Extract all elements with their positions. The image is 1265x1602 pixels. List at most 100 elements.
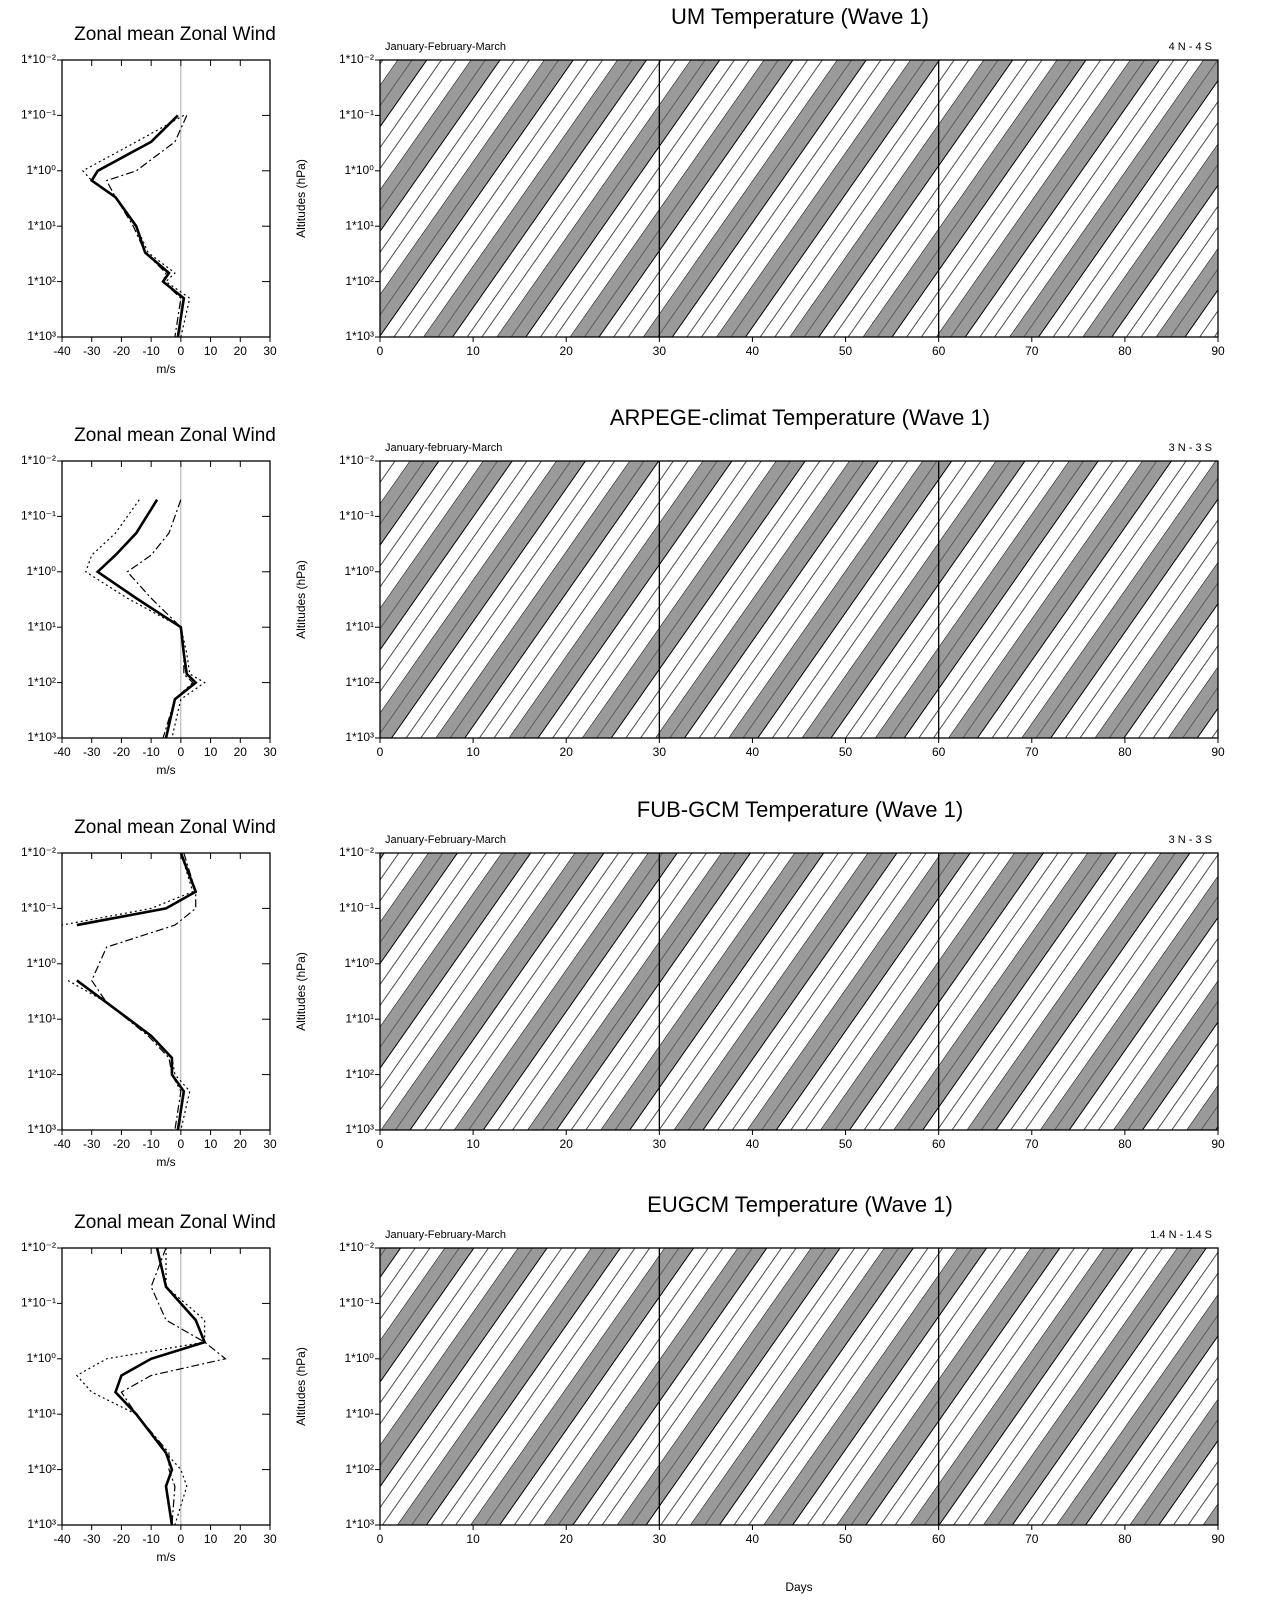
- x-tick-label: 60: [932, 1137, 946, 1151]
- y-tick-label: 1*10³: [27, 1517, 56, 1531]
- x-tick-label: 30: [263, 745, 277, 759]
- wind-profile: [105, 115, 188, 338]
- x-tick-label: 20: [234, 344, 248, 358]
- y-tick-label: 1*10⁰: [344, 163, 374, 177]
- x-tick-label: -30: [83, 344, 101, 358]
- contour-shading: [380, 853, 1218, 1130]
- y-tick-label: 1*10⁻²: [21, 1240, 56, 1254]
- x-tick-label: 0: [178, 1137, 185, 1151]
- x-tick-label: 40: [746, 1532, 760, 1546]
- x-tick-label: -40: [53, 745, 71, 759]
- x-tick-label: 20: [560, 344, 574, 358]
- contour-shading: [380, 60, 1218, 337]
- x-tick-label: 10: [466, 745, 480, 759]
- y-tick-label: 1*10³: [27, 329, 56, 343]
- x-tick-label: 10: [204, 1137, 218, 1151]
- chart-title: UM Temperature (Wave 1): [671, 4, 929, 29]
- chart-title: Zonal mean Zonal Wind: [74, 425, 276, 446]
- y-tick-label: 1*10¹: [27, 619, 56, 633]
- x-tick-label: 30: [653, 1532, 667, 1546]
- x-tick-label: 30: [653, 745, 667, 759]
- chart-title: EUGCM Temperature (Wave 1): [647, 1192, 953, 1217]
- x-tick-label: 80: [1118, 1137, 1132, 1151]
- x-tick-label: 90: [1211, 1532, 1225, 1546]
- y-tick-label: 1*10⁰: [26, 1351, 56, 1365]
- x-tick-label: 10: [204, 344, 218, 358]
- x-tick-label: 90: [1211, 1137, 1225, 1151]
- x-tick-label: 20: [234, 1137, 248, 1151]
- y-tick-label: 1*10⁻¹: [339, 901, 374, 915]
- y-tick-label: 1*10⁻¹: [21, 901, 56, 915]
- plot-frame: [379, 852, 1219, 1131]
- x-tick-label: 0: [178, 745, 185, 759]
- y-tick-label: 1*10¹: [27, 1011, 56, 1025]
- x-tick-label: -10: [142, 1532, 160, 1546]
- y-tick-label: 1*10¹: [345, 619, 374, 633]
- y-tick-label: 1*10⁻²: [339, 52, 374, 66]
- period-label: January-February-March: [385, 834, 506, 846]
- y-tick-label: 1*10⁻²: [339, 845, 374, 859]
- y-axis-label: Altitudes (hPa): [294, 560, 308, 639]
- x-tick-label: 30: [263, 1137, 277, 1151]
- contour-shading: [380, 461, 1218, 738]
- y-tick-label: 1*10³: [345, 1122, 374, 1136]
- x-tick-label: 70: [1025, 344, 1039, 358]
- y-tick-label: 1*10³: [345, 329, 374, 343]
- x-tick-label: 20: [560, 1532, 574, 1546]
- x-tick-label: 30: [653, 344, 667, 358]
- region-label: 1.4 N - 1.4 S: [1150, 1229, 1212, 1241]
- period-label: January-February-March: [385, 1229, 506, 1241]
- y-tick-label: 1*10³: [345, 730, 374, 744]
- y-tick-label: 1*10²: [345, 675, 374, 689]
- x-tick-label: 50: [839, 1532, 853, 1546]
- x-tick-label: 80: [1118, 745, 1132, 759]
- x-tick-label: 80: [1118, 344, 1132, 358]
- x-tick-label: -20: [113, 1137, 131, 1151]
- x-tick-label: -30: [83, 1532, 101, 1546]
- y-tick-label: 1*10³: [27, 730, 56, 744]
- plot-frame: [379, 460, 1219, 739]
- y-axis-label: Altitudes (hPa): [294, 952, 308, 1031]
- y-axis-label: Altitudes (hPa): [294, 159, 308, 238]
- x-tick-label: 0: [377, 745, 384, 759]
- region-label: 3 N - 3 S: [1169, 834, 1212, 846]
- wind-profile: [91, 852, 197, 1131]
- x-tick-label: 20: [234, 1532, 248, 1546]
- x-tick-label: 20: [560, 1137, 574, 1151]
- x-tick-label: -20: [113, 745, 131, 759]
- x-tick-label: 60: [932, 1532, 946, 1546]
- chart-title: Zonal mean Zonal Wind: [74, 24, 276, 45]
- y-tick-label: 1*10²: [27, 274, 56, 288]
- y-tick-label: 1*10²: [27, 1067, 56, 1081]
- y-axis-label: Altitudes (hPa): [294, 1347, 308, 1426]
- y-tick-label: 1*10³: [27, 1122, 56, 1136]
- x-tick-label: 40: [746, 344, 760, 358]
- x-tick-label: -10: [142, 344, 160, 358]
- x-tick-label: 40: [746, 745, 760, 759]
- x-tick-label: 80: [1118, 1532, 1132, 1546]
- y-tick-label: 1*10⁻¹: [21, 108, 56, 122]
- wind-profile: [61, 852, 194, 1131]
- y-tick-label: 1*10²: [345, 1462, 374, 1476]
- x-tick-label: 20: [234, 745, 248, 759]
- x-tick-label: -10: [142, 745, 160, 759]
- plot-frame: [379, 59, 1219, 338]
- wind-profile: [85, 499, 206, 739]
- x-axis-label: m/s: [156, 1155, 175, 1169]
- x-tick-label: 10: [204, 745, 218, 759]
- period-label: January-february-March: [385, 442, 502, 454]
- wind-profile: [113, 1247, 207, 1526]
- y-tick-label: 1*10⁰: [344, 956, 374, 970]
- x-axis-label: Days: [785, 1580, 812, 1594]
- x-tick-label: 0: [377, 1137, 384, 1151]
- x-tick-label: 50: [839, 1137, 853, 1151]
- x-tick-label: 50: [839, 344, 853, 358]
- plot-frame: [61, 852, 271, 1131]
- plot-frame: [61, 460, 271, 739]
- y-tick-label: 1*10¹: [27, 218, 56, 232]
- wind-profile: [76, 852, 198, 1131]
- x-tick-label: -20: [113, 1532, 131, 1546]
- y-tick-label: 1*10³: [345, 1517, 374, 1531]
- y-tick-label: 1*10²: [345, 274, 374, 288]
